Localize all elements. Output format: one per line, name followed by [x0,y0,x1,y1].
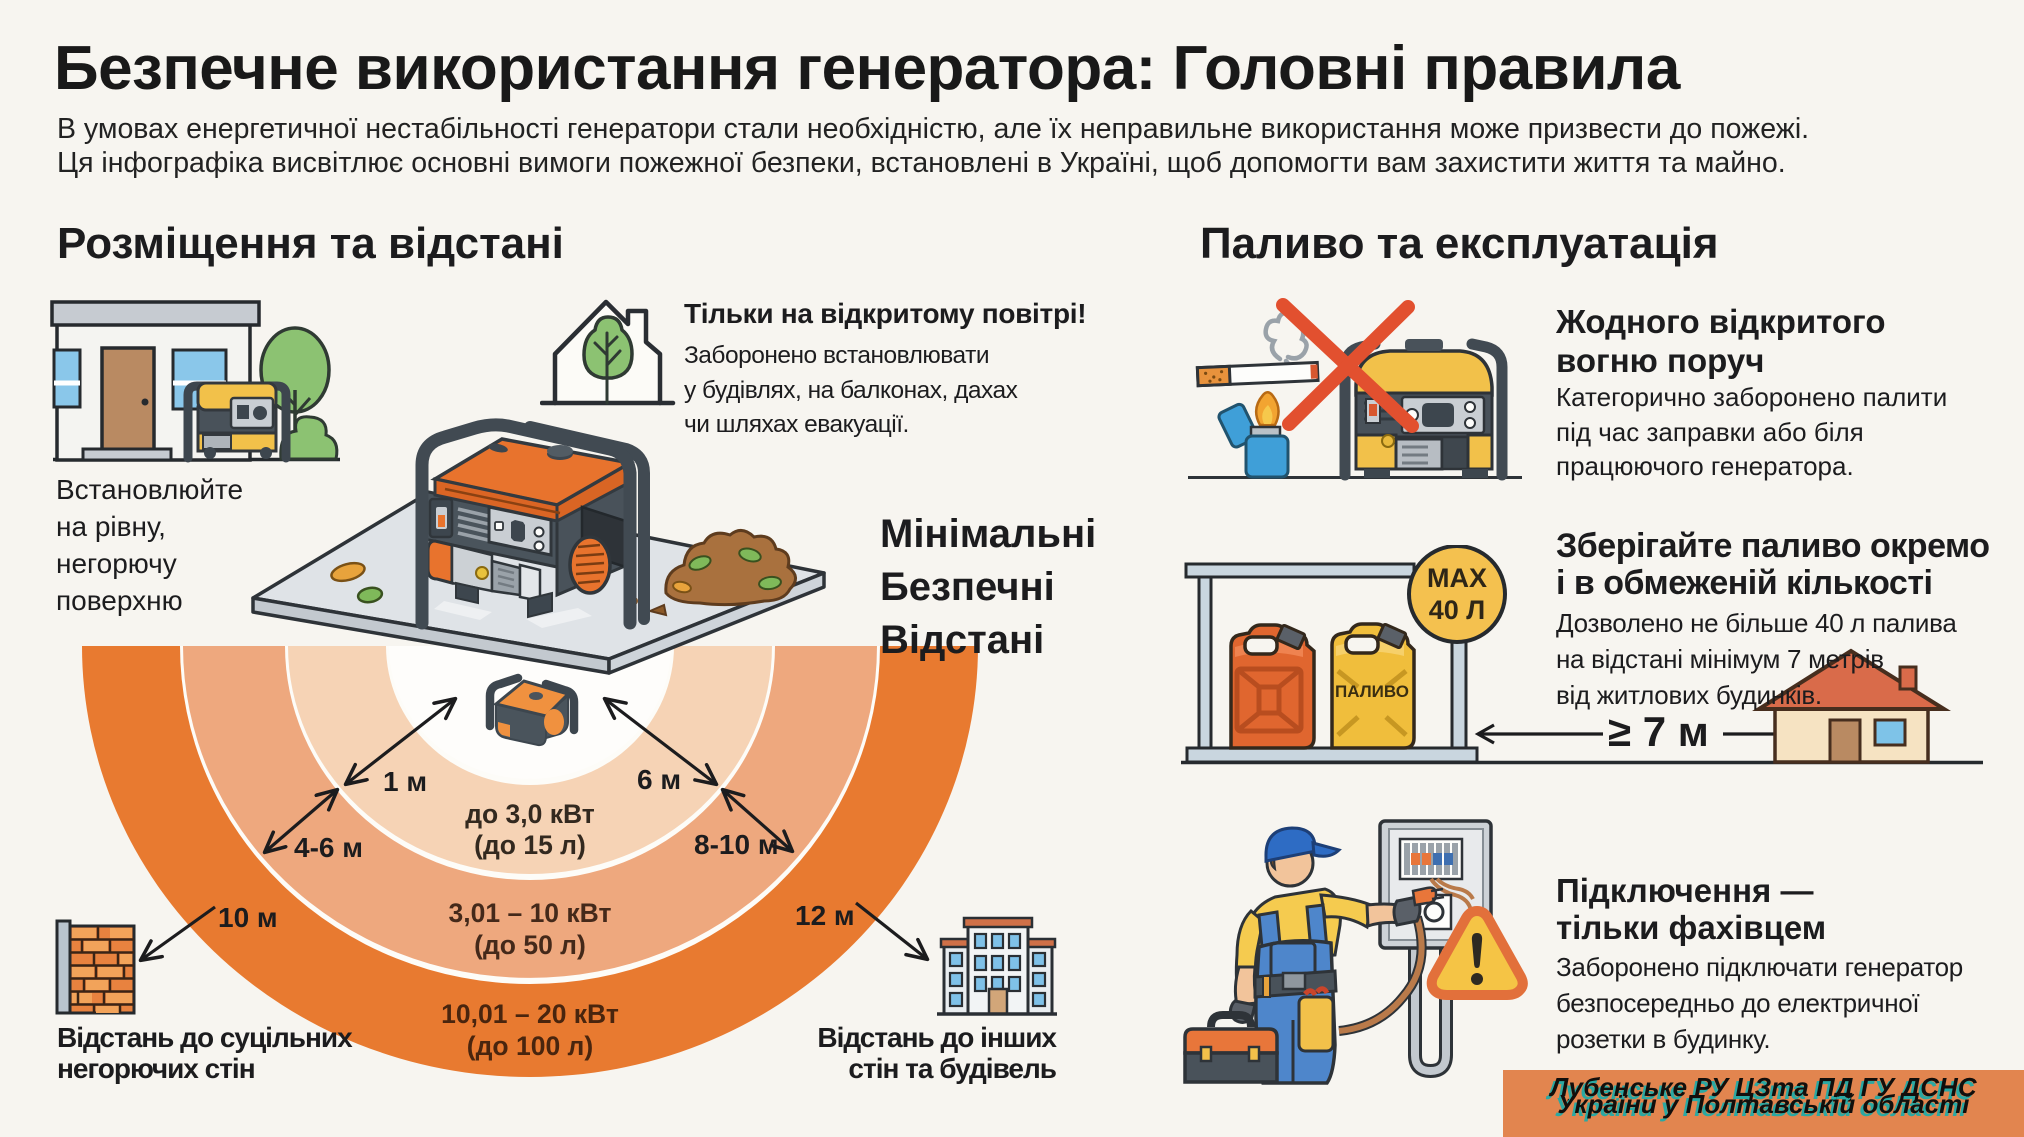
svg-text:MAX: MAX [1427,563,1487,593]
svg-text:40 Л: 40 Л [1429,595,1485,625]
svg-text:ПАЛИВО: ПАЛИВО [1335,682,1409,701]
